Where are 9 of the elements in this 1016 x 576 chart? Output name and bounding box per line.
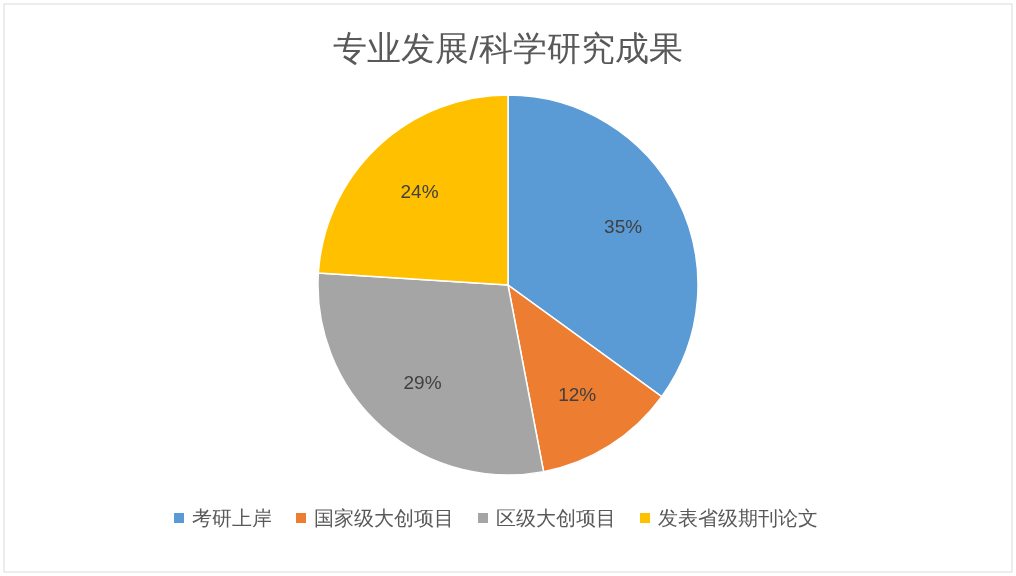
legend-label: 考研上岸 bbox=[192, 507, 272, 529]
data-label: 35% bbox=[604, 216, 643, 238]
legend-label: 发表省级期刊论文 bbox=[658, 507, 818, 529]
chart-title: 专业发展/科学研究成果 bbox=[333, 29, 683, 67]
legend-label: 国家级大创项目 bbox=[314, 507, 454, 529]
legend-label: 区级大创项目 bbox=[496, 507, 616, 529]
data-label: 29% bbox=[403, 371, 442, 393]
data-label: 24% bbox=[400, 180, 439, 202]
data-label: 12% bbox=[558, 384, 597, 406]
